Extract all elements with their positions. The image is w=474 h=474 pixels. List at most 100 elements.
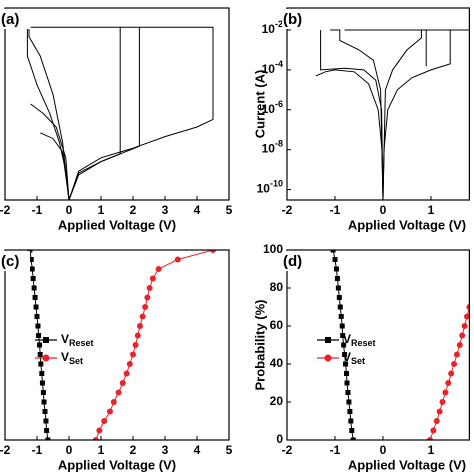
marker xyxy=(344,380,350,386)
series-line xyxy=(315,69,384,200)
marker xyxy=(456,342,463,348)
legend-marker xyxy=(43,337,49,343)
series-line xyxy=(68,27,121,200)
x-tick-label: -2 xyxy=(0,443,11,457)
marker xyxy=(146,285,153,291)
x-tick-label: 4 xyxy=(194,203,201,217)
y-tick-exponent: -6 xyxy=(275,99,283,109)
marker xyxy=(92,437,99,440)
marker xyxy=(439,399,446,405)
marker xyxy=(332,257,338,262)
x-tick-label: -1 xyxy=(32,443,43,457)
legend-label: VReset xyxy=(61,332,94,348)
marker xyxy=(155,266,162,272)
marker xyxy=(28,257,34,262)
legend-label: VReset xyxy=(343,332,376,348)
y-axis-label: Current (A) xyxy=(252,70,267,139)
marker xyxy=(333,266,339,272)
marker xyxy=(445,380,452,386)
x-axis-label: Applied Voltage (V) xyxy=(58,457,176,472)
marker xyxy=(330,250,336,253)
series-group xyxy=(330,250,470,440)
panel-label: (c) xyxy=(1,253,19,270)
marker xyxy=(174,256,181,263)
x-tick-label: 5 xyxy=(226,443,233,457)
marker xyxy=(37,342,43,348)
panel: -2 -1 0 1 2 3 4 5 (c) Applied Voltage (V) VResetVS… xyxy=(0,249,233,472)
marker xyxy=(101,418,108,424)
x-tick-label: 1 xyxy=(428,203,435,217)
x-tick-label: 1 xyxy=(98,443,105,457)
series-group xyxy=(27,250,216,440)
plot-frame xyxy=(4,7,230,201)
x-tick-label: 5 xyxy=(226,203,233,217)
marker xyxy=(137,323,144,329)
x-tick-label: 3 xyxy=(162,443,169,457)
marker xyxy=(96,427,103,434)
marker xyxy=(134,332,141,339)
marker xyxy=(36,333,42,338)
marker xyxy=(39,371,45,376)
x-tick-label: 4 xyxy=(194,443,201,457)
series-line xyxy=(30,103,70,200)
legend-name-sub: Reset xyxy=(351,338,376,348)
marker xyxy=(31,285,37,291)
y-tick-label: 100 xyxy=(263,242,283,256)
x-tick-label: 1 xyxy=(428,443,435,457)
y-tick-label: 10-8 xyxy=(262,139,283,156)
legend-name: V xyxy=(61,332,69,346)
panel-label: (d) xyxy=(283,253,302,270)
series-line xyxy=(39,132,70,200)
marker xyxy=(350,437,356,440)
legend-name-sub: Set xyxy=(69,356,83,366)
marker xyxy=(29,266,35,272)
marker xyxy=(119,380,126,386)
x-tick-label: 1 xyxy=(98,203,105,217)
legend-marker xyxy=(42,354,50,362)
x-axis-label: Applied Voltage (V) xyxy=(58,217,176,232)
marker xyxy=(142,304,149,310)
x-tick-label: -2 xyxy=(0,203,11,217)
marker xyxy=(339,323,345,329)
marker xyxy=(35,323,41,329)
panel-label-bg xyxy=(0,251,30,271)
panel-label: (a) xyxy=(1,11,19,28)
panel-label: (b) xyxy=(283,11,302,28)
marker xyxy=(341,342,347,348)
x-tick-label: -2 xyxy=(282,203,293,217)
marker xyxy=(346,399,352,405)
marker xyxy=(340,333,346,338)
x-tick-label: -1 xyxy=(330,203,341,217)
legend-label: VSet xyxy=(343,350,365,366)
marker xyxy=(466,304,470,310)
marker xyxy=(427,437,434,440)
x-tick-label: 0 xyxy=(66,203,73,217)
marker xyxy=(459,332,466,339)
y-tick-base: 10 xyxy=(262,62,276,76)
marker xyxy=(132,342,139,348)
marker xyxy=(33,304,39,310)
legend-name: V xyxy=(343,350,351,364)
marker xyxy=(453,351,460,358)
x-tick-label: 0 xyxy=(66,443,73,457)
legend-marker xyxy=(324,354,332,362)
panel-label-bg xyxy=(282,251,312,271)
marker xyxy=(34,314,40,319)
series-line xyxy=(330,29,384,200)
marker xyxy=(149,275,156,282)
panel-label-bg xyxy=(282,9,312,29)
marker xyxy=(349,428,355,433)
x-axis-label: Applied Voltage (V) xyxy=(348,217,466,232)
marker xyxy=(433,418,440,424)
x-tick-label: 2 xyxy=(130,443,137,457)
panel: -2 -1 0 1 2 3 4 5 (a) Applied Voltage (V) xyxy=(0,7,233,232)
marker xyxy=(337,304,343,310)
y-axis-label: Probability (%) xyxy=(252,299,267,390)
y-tick-label: 20 xyxy=(270,394,284,408)
marker xyxy=(344,371,350,376)
series-line xyxy=(26,27,70,200)
marker xyxy=(45,437,51,440)
marker xyxy=(464,313,470,320)
marker xyxy=(43,418,49,424)
